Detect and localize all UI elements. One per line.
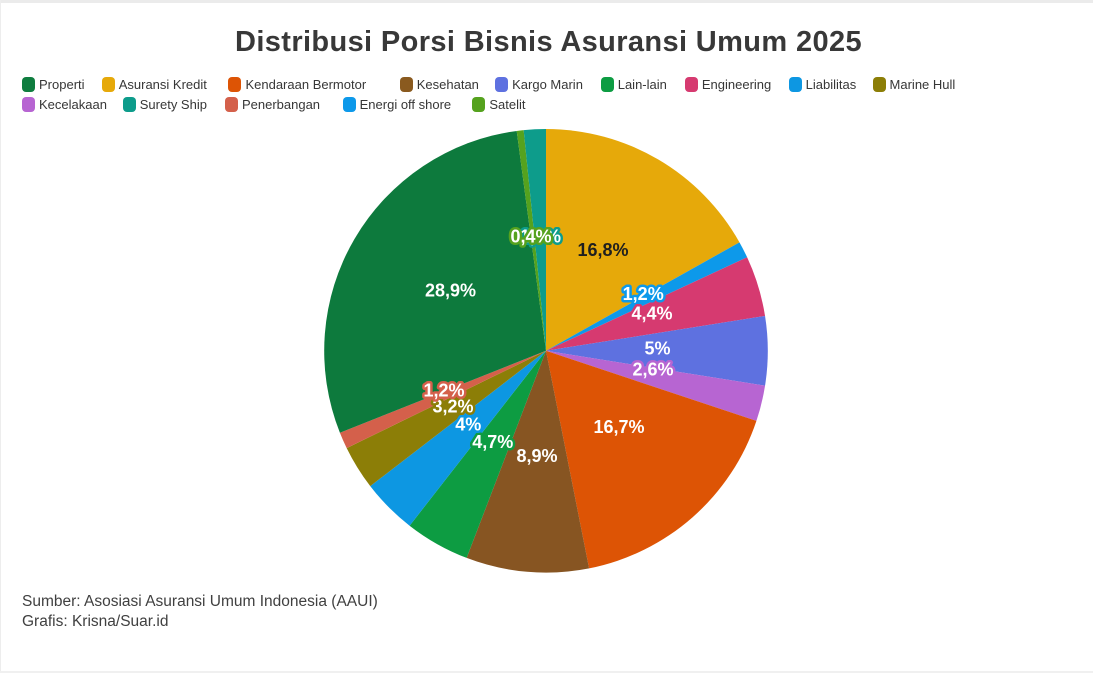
svg-text:16,8%: 16,8% [577, 240, 628, 260]
svg-text:1,2%: 1,2% [623, 284, 664, 304]
svg-text:8,9%: 8,9% [516, 446, 557, 466]
svg-text:2,6%: 2,6% [632, 360, 673, 380]
svg-text:4,4%: 4,4% [631, 303, 672, 323]
svg-text:0,4%: 0,4% [510, 226, 551, 246]
svg-text:5%: 5% [644, 338, 670, 358]
svg-text:1,2%: 1,2% [423, 380, 464, 400]
svg-text:4%: 4% [455, 414, 481, 434]
svg-text:4,7%: 4,7% [472, 432, 513, 452]
svg-text:3,2%: 3,2% [432, 396, 473, 416]
svg-text:1,6%: 1,6% [520, 226, 561, 246]
svg-text:16,7%: 16,7% [593, 417, 644, 437]
svg-text:28,9%: 28,9% [425, 281, 476, 301]
